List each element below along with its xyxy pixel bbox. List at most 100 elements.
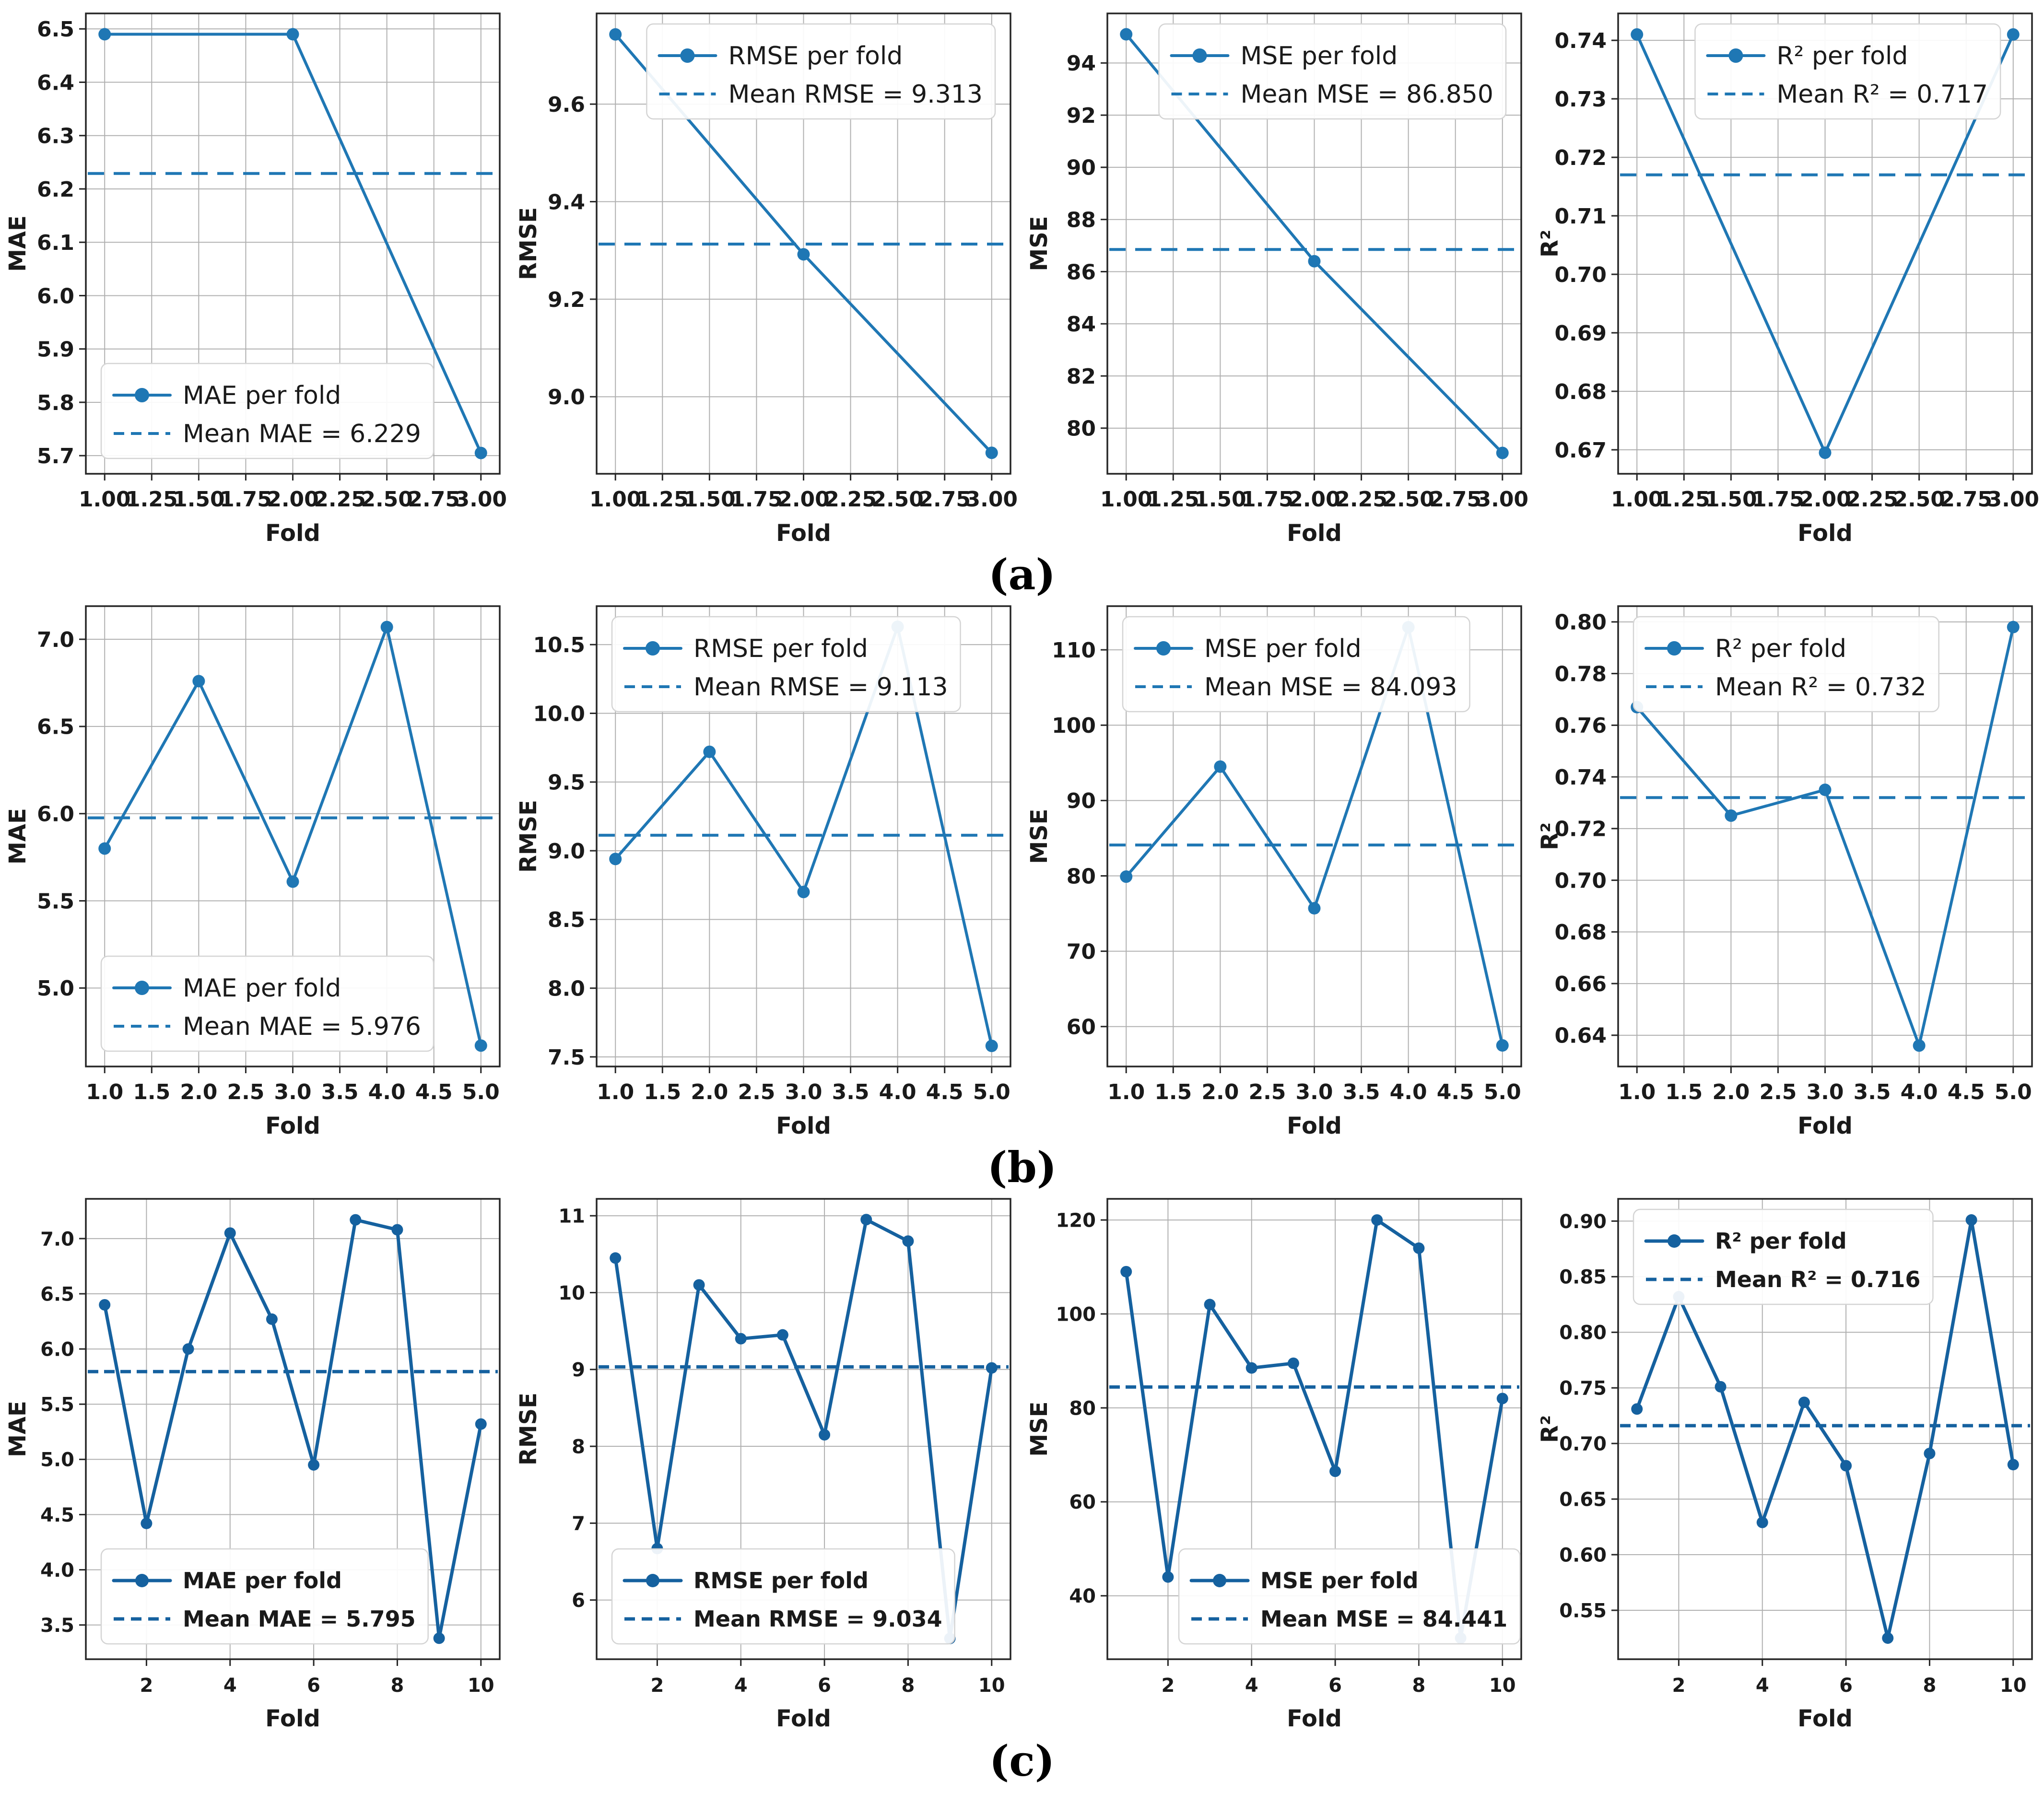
data-point <box>1308 255 1321 268</box>
x-tick-label: 3.5 <box>832 1080 869 1104</box>
data-point <box>99 1299 111 1311</box>
legend-marker-icon <box>1213 1574 1227 1587</box>
chart-svg-a-rmse: 1.001.251.501.752.002.252.502.753.00 9.0 9… <box>515 12 1018 547</box>
x-tick-label: 2.25 <box>824 487 877 512</box>
y-tick-label: 100 <box>1052 714 1096 738</box>
x-tick-label: 2 <box>1161 1675 1175 1697</box>
y-tick-label: 10.0 <box>533 702 585 726</box>
tick-labels: 2 4 6 8 10 0.55 0.60 0.65 0.70 0.75 0.80 0.85 0.90 <box>1559 1211 2026 1697</box>
x-tick-label: 1.50 <box>683 487 736 512</box>
y-tick-label: 9.0 <box>548 385 585 410</box>
y-tick-label: 94 <box>1067 51 1096 76</box>
y-axis-label: MSE <box>1026 1401 1053 1456</box>
data-point <box>1882 1632 1894 1644</box>
legend-box <box>1178 1548 1521 1645</box>
y-tick-label: 82 <box>1067 364 1096 389</box>
x-tick-label: 3.0 <box>274 1080 312 1104</box>
legend-box <box>100 1548 429 1645</box>
legend-label: R² per fold <box>1715 634 1846 663</box>
y-tick-label: 70 <box>1067 939 1096 964</box>
x-tick-label: 3.00 <box>1987 487 2039 512</box>
legend-label: Mean MAE = 5.795 <box>183 1606 416 1632</box>
data-point <box>819 1429 831 1441</box>
tick-labels: 1.0 1.5 2.0 2.5 3.0 3.5 4.0 4.5 5.0 60 70 80 90 100 11… <box>1052 638 1521 1104</box>
data-point <box>308 1459 320 1471</box>
x-tick-label: 10 <box>468 1675 494 1697</box>
caption-b: (b) <box>987 1142 1057 1192</box>
x-tick-label: 1.0 <box>1107 1080 1145 1104</box>
plot-border <box>596 1198 1011 1660</box>
data-point <box>1496 446 1509 459</box>
x-tick-label: 2 <box>140 1675 153 1697</box>
y-tick-label: 7.0 <box>37 628 74 652</box>
y-tick-label: 120 <box>1056 1209 1096 1231</box>
chart-svg-a-mse: 1.001.251.501.752.002.252.502.753.00 80 82… <box>1026 12 1528 547</box>
y-tick-label: 6.5 <box>40 1283 74 1305</box>
x-tick-label: 3.00 <box>1476 487 1528 512</box>
y-tick-label: 8.5 <box>548 908 585 932</box>
y-tick-label: 80 <box>1067 417 1096 441</box>
x-tick-label: 10 <box>2000 1675 2027 1697</box>
legend-box <box>611 616 961 713</box>
y-tick-label: 9.2 <box>548 288 585 312</box>
x-tick-label: 2.25 <box>1335 487 1387 512</box>
y-tick-label: 5.5 <box>37 889 74 914</box>
row-b-5fold: 1.0 1.5 2.0 2.5 3.0 3.5 4.0 4.5 5.0 5.0 5.5 6.0 6.5 7… <box>0 598 2044 1144</box>
y-tick-label: 110 <box>1052 638 1096 663</box>
x-tick-label: 10 <box>1489 1675 1516 1697</box>
plot-border <box>1106 1198 1522 1660</box>
y-tick-label: 6.3 <box>37 124 74 149</box>
legend-label: Mean R² = 0.732 <box>1715 673 1927 702</box>
x-tick-label: 4.5 <box>1437 1080 1474 1104</box>
y-axis-label: MAE <box>4 808 31 865</box>
legend-box <box>1633 616 1939 713</box>
x-axis-label: Fold <box>1287 520 1342 547</box>
x-axis-label: Fold <box>265 1705 320 1732</box>
y-tick-label: 0.71 <box>1554 204 1607 229</box>
y-tick-label: 92 <box>1067 104 1096 128</box>
y-tick-label: 0.64 <box>1554 1024 1607 1048</box>
legend-box <box>611 1548 955 1645</box>
chart-svg-c-mae: 2 4 6 8 10 3.5 4.0 4.5 5.0 5.5 6.0 6.5 7.0 Fold MAE MAE… <box>4 1198 501 1732</box>
tick-labels: 1.001.251.501.752.002.252.502.753.00 5.7 5… <box>37 17 507 512</box>
data-markers <box>1631 1214 2019 1644</box>
data-point <box>1496 1393 1508 1405</box>
y-axis-label: RMSE <box>515 207 542 280</box>
chart-c-rmse: 2 4 6 8 10 6 7 8 9 10 11 Fold RMSE RMSE per fold Mean … <box>511 1190 1022 1737</box>
chart-a-r2: 1.00 1.25 1.50 1.75 2.00 2.25 2.50 2.75 3.00 0.67… <box>1533 5 2044 551</box>
data-point <box>985 446 998 459</box>
chart-b-mae: 1.0 1.5 2.0 2.5 3.0 3.5 4.0 4.5 5.0 5.0 5.5 6.0 6.5 7… <box>0 598 511 1144</box>
plot-border <box>1617 1198 2033 1660</box>
y-tick-label: 0.74 <box>1554 765 1607 790</box>
y-tick-label: 11 <box>558 1206 585 1228</box>
legend-label: MSE per fold <box>1260 1568 1418 1594</box>
y-tick-label: 60 <box>1067 1015 1096 1040</box>
data-point <box>1371 1214 1383 1226</box>
legend-label: Mean R² = 0.716 <box>1715 1266 1920 1292</box>
y-tick-label: 0.66 <box>1554 972 1607 996</box>
y-tick-label: 0.67 <box>1554 438 1607 463</box>
chart-c-r2: 2 4 6 8 10 0.55 0.60 0.65 0.70 0.75 0.80 0.85 0.90 Fo… <box>1533 1190 2044 1737</box>
y-tick-label: 10.5 <box>533 633 585 657</box>
y-tick-label: 4.0 <box>40 1559 74 1582</box>
data-point <box>797 248 810 261</box>
caption-c: (c) <box>989 1736 1055 1786</box>
y-axis-label: RMSE <box>515 1393 542 1465</box>
x-tick-label: 1.75 <box>220 487 272 512</box>
x-tick-label: 1.5 <box>1154 1080 1192 1104</box>
y-axis-label: RMSE <box>515 800 542 873</box>
y-tick-label: 6.5 <box>37 17 74 42</box>
legend-label: Mean MSE = 84.093 <box>1204 673 1457 702</box>
grid <box>1618 606 2032 1066</box>
x-tick-label: 2.50 <box>1382 487 1434 512</box>
x-tick-label: 2.5 <box>227 1080 264 1104</box>
y-tick-label: 5.0 <box>40 1449 74 1471</box>
caption-a: (a) <box>988 550 1056 599</box>
y-tick-label: 7 <box>572 1513 585 1535</box>
y-tick-label: 9.4 <box>548 190 585 214</box>
x-tick-label: 2.75 <box>918 487 971 512</box>
legend: MAE per fold Mean MAE = 5.795 <box>100 1548 429 1645</box>
y-tick-label: 0.78 <box>1554 662 1607 686</box>
y-tick-label: 6.0 <box>37 802 74 827</box>
